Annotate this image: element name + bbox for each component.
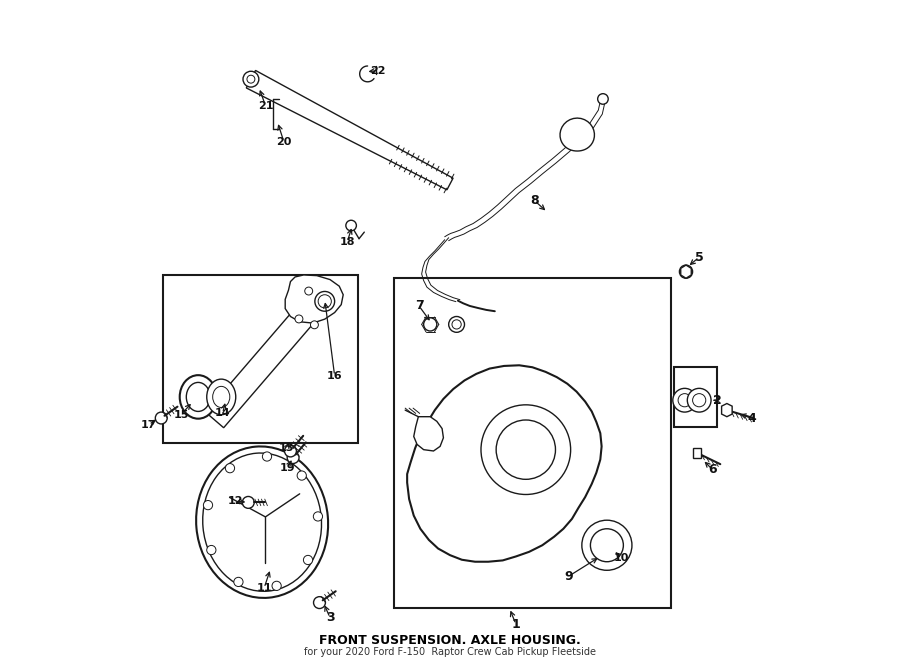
- Circle shape: [320, 293, 328, 301]
- Circle shape: [481, 405, 571, 495]
- Ellipse shape: [196, 446, 328, 598]
- Circle shape: [287, 451, 299, 463]
- Circle shape: [234, 577, 243, 587]
- Ellipse shape: [180, 375, 217, 418]
- Circle shape: [297, 471, 306, 480]
- Circle shape: [303, 555, 312, 565]
- Circle shape: [313, 512, 322, 521]
- Ellipse shape: [212, 387, 230, 408]
- Text: 19: 19: [279, 463, 295, 473]
- Text: 10: 10: [614, 553, 629, 563]
- Polygon shape: [693, 448, 701, 458]
- Text: 2: 2: [713, 394, 722, 406]
- Text: 1: 1: [511, 618, 520, 631]
- Text: FRONT SUSPENSION. AXLE HOUSING.: FRONT SUSPENSION. AXLE HOUSING.: [320, 634, 580, 647]
- Text: 7: 7: [415, 299, 423, 312]
- Circle shape: [263, 452, 272, 461]
- Circle shape: [581, 520, 632, 570]
- Circle shape: [284, 445, 296, 457]
- Polygon shape: [407, 365, 601, 562]
- Circle shape: [156, 412, 167, 424]
- Circle shape: [680, 265, 693, 278]
- Text: 15: 15: [174, 410, 189, 420]
- Text: 6: 6: [708, 463, 716, 476]
- Circle shape: [319, 295, 331, 308]
- Circle shape: [673, 389, 697, 412]
- Text: 4: 4: [748, 412, 756, 424]
- Bar: [674, 367, 717, 426]
- Circle shape: [449, 316, 464, 332]
- Circle shape: [203, 500, 212, 510]
- Circle shape: [424, 318, 436, 331]
- Text: 12: 12: [228, 496, 244, 506]
- Text: 18: 18: [339, 237, 355, 247]
- Polygon shape: [247, 70, 453, 190]
- Text: 11: 11: [256, 583, 272, 593]
- Text: 14: 14: [215, 408, 230, 418]
- Circle shape: [693, 394, 706, 407]
- Bar: [163, 275, 357, 443]
- Circle shape: [225, 463, 235, 473]
- Circle shape: [678, 394, 691, 407]
- Circle shape: [207, 545, 216, 555]
- Polygon shape: [560, 118, 594, 151]
- Text: 5: 5: [695, 251, 704, 263]
- Ellipse shape: [207, 379, 236, 414]
- Circle shape: [315, 291, 335, 311]
- Text: 20: 20: [276, 137, 292, 147]
- Text: 22: 22: [370, 66, 385, 75]
- Circle shape: [452, 320, 461, 329]
- Circle shape: [346, 220, 356, 231]
- Text: 9: 9: [564, 570, 573, 583]
- Circle shape: [688, 389, 711, 412]
- Ellipse shape: [202, 453, 321, 591]
- Polygon shape: [722, 404, 732, 416]
- Circle shape: [590, 529, 624, 562]
- Circle shape: [247, 75, 255, 83]
- Polygon shape: [680, 265, 691, 278]
- Circle shape: [243, 71, 259, 87]
- Circle shape: [496, 420, 555, 479]
- Bar: [394, 278, 670, 608]
- Polygon shape: [414, 416, 444, 451]
- Circle shape: [295, 315, 303, 323]
- Text: 21: 21: [257, 101, 274, 111]
- Circle shape: [598, 94, 608, 104]
- Text: 8: 8: [530, 194, 539, 207]
- Circle shape: [305, 287, 312, 295]
- Text: 13: 13: [279, 444, 294, 453]
- Circle shape: [313, 596, 326, 608]
- Circle shape: [310, 321, 319, 329]
- Text: 16: 16: [327, 371, 342, 381]
- Circle shape: [242, 496, 254, 508]
- Polygon shape: [206, 303, 318, 428]
- Text: 3: 3: [326, 611, 334, 624]
- Text: for your 2020 Ford F-150  Raptor Crew Cab Pickup Fleetside: for your 2020 Ford F-150 Raptor Crew Cab…: [304, 647, 596, 657]
- Text: 17: 17: [141, 420, 157, 430]
- Ellipse shape: [186, 383, 210, 411]
- Circle shape: [272, 581, 281, 591]
- Polygon shape: [285, 275, 343, 323]
